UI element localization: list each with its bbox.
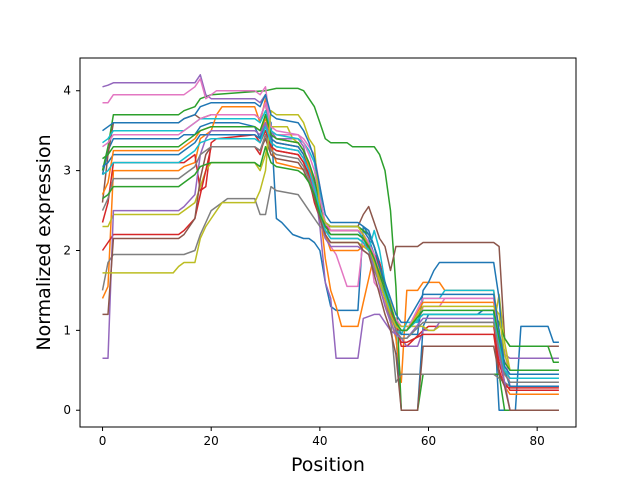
x-axis-label: Position bbox=[291, 454, 365, 476]
series-line-21 bbox=[102, 145, 559, 372]
series-line-8 bbox=[101, 185, 559, 388]
series-line-20 bbox=[102, 125, 559, 380]
x-tick-label: 80 bbox=[530, 434, 545, 448]
plot-frame bbox=[79, 57, 577, 428]
y-axis-label: Normalized expression bbox=[33, 134, 55, 350]
y-tick-label: 3 bbox=[63, 164, 71, 178]
x-tick-label: 0 bbox=[99, 434, 107, 448]
series-line-16 bbox=[102, 137, 559, 411]
x-tick-label: 20 bbox=[204, 434, 219, 448]
y-tick-label: 2 bbox=[63, 243, 71, 257]
x-tick-label: 60 bbox=[421, 434, 436, 448]
series-line-19 bbox=[102, 109, 559, 372]
tick-layer: 0 20 40 60 80 0 1 2 3 4 bbox=[63, 84, 544, 448]
y-tick-label: 4 bbox=[63, 84, 71, 98]
x-tick-label: 40 bbox=[312, 434, 327, 448]
series-line-22 bbox=[102, 93, 559, 376]
y-tick-label: 0 bbox=[63, 403, 71, 417]
y-tick-label: 1 bbox=[63, 323, 71, 337]
series-layer bbox=[101, 74, 559, 411]
